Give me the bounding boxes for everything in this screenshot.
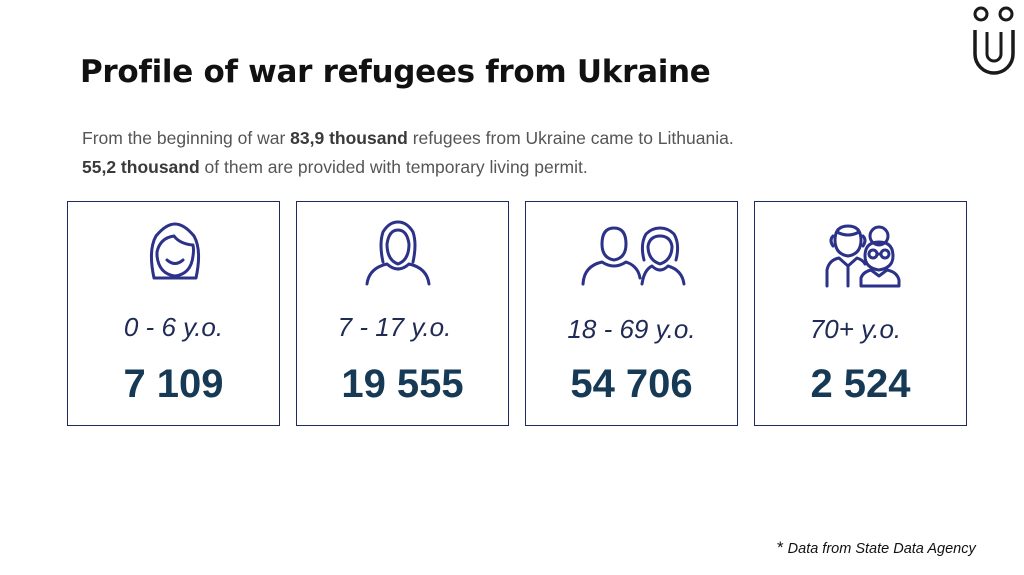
intro-line-2: 55,2 thousand of them are provided with … xyxy=(82,157,588,177)
stylized-u-logo-icon xyxy=(973,6,1015,75)
adult-couple-icon xyxy=(581,226,686,286)
age-group-card-0-6: 0 - 6 y.o. 7 109 xyxy=(67,201,280,426)
page-title: Profile of war refugees from Ukraine xyxy=(80,54,711,90)
girl-face-icon xyxy=(149,222,201,280)
refugee-count: 2 524 xyxy=(810,362,911,406)
age-label: 18 - 69 y.o. xyxy=(567,314,696,344)
refugee-count: 7 109 xyxy=(123,362,224,406)
permit-holders: 55,2 thousand xyxy=(82,157,200,177)
intro-text: From the beginning of war 83,9 thousand … xyxy=(82,124,734,182)
age-label: 7 - 17 y.o. xyxy=(337,312,452,342)
source-note: * Data from State Data Agency xyxy=(777,538,976,557)
intro-line-1: From the beginning of war 83,9 thousand … xyxy=(82,128,734,148)
age-group-card-7-17: 7 - 17 y.o. 19 555 xyxy=(296,201,509,426)
age-group-card-18-69: 18 - 69 y.o. 54 706 xyxy=(525,201,738,426)
age-label: 70+ y.o. xyxy=(809,314,902,344)
elderly-couple-icon xyxy=(825,224,901,288)
age-label: 0 - 6 y.o. xyxy=(123,312,224,342)
refugee-count: 54 706 xyxy=(570,362,693,406)
age-group-card-70-plus: 70+ y.o. 2 524 xyxy=(754,201,967,426)
young-woman-icon xyxy=(365,220,431,286)
refugee-count: 19 555 xyxy=(341,362,464,406)
total-refugees: 83,9 thousand xyxy=(290,128,408,148)
